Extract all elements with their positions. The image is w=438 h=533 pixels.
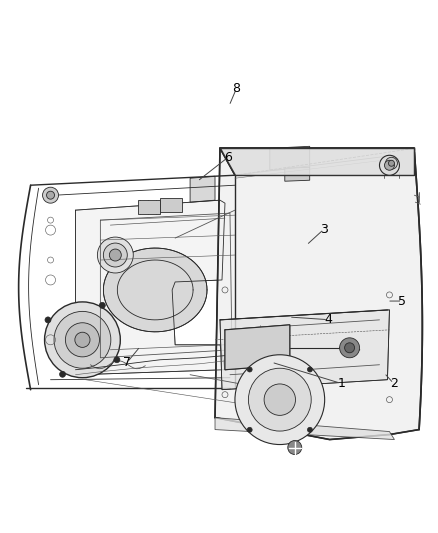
Circle shape xyxy=(110,249,121,261)
Text: 6: 6 xyxy=(224,151,232,164)
Circle shape xyxy=(247,427,252,432)
Circle shape xyxy=(385,160,395,170)
Circle shape xyxy=(60,372,66,377)
Circle shape xyxy=(247,367,252,372)
Circle shape xyxy=(307,427,312,432)
Circle shape xyxy=(235,355,325,445)
Polygon shape xyxy=(75,200,225,375)
Circle shape xyxy=(264,384,296,415)
Polygon shape xyxy=(215,417,395,440)
Polygon shape xyxy=(270,147,310,170)
Circle shape xyxy=(103,243,127,267)
Polygon shape xyxy=(103,248,207,332)
Text: 2: 2 xyxy=(390,377,398,390)
Polygon shape xyxy=(220,148,414,175)
Circle shape xyxy=(389,160,395,166)
Circle shape xyxy=(45,317,51,323)
Bar xyxy=(160,198,182,212)
Text: 4: 4 xyxy=(324,313,332,326)
Circle shape xyxy=(65,323,99,357)
Text: 1: 1 xyxy=(337,377,345,390)
Polygon shape xyxy=(225,325,290,370)
Bar xyxy=(138,200,160,214)
Text: 3: 3 xyxy=(320,223,328,236)
Circle shape xyxy=(379,155,399,175)
Circle shape xyxy=(97,237,133,273)
Circle shape xyxy=(248,368,311,431)
Circle shape xyxy=(54,311,111,368)
Polygon shape xyxy=(215,148,422,440)
Circle shape xyxy=(42,187,59,203)
Circle shape xyxy=(385,157,397,169)
Circle shape xyxy=(345,343,355,353)
Circle shape xyxy=(307,367,312,372)
Circle shape xyxy=(99,302,105,308)
Circle shape xyxy=(46,191,54,199)
Circle shape xyxy=(45,302,120,378)
Circle shape xyxy=(288,441,302,455)
Circle shape xyxy=(339,338,360,358)
Circle shape xyxy=(75,332,90,348)
Polygon shape xyxy=(285,167,310,181)
Circle shape xyxy=(114,357,120,362)
Text: 7: 7 xyxy=(124,356,131,369)
Polygon shape xyxy=(220,310,389,390)
Text: 5: 5 xyxy=(399,295,406,308)
Text: 8: 8 xyxy=(233,82,240,95)
Polygon shape xyxy=(190,176,215,202)
